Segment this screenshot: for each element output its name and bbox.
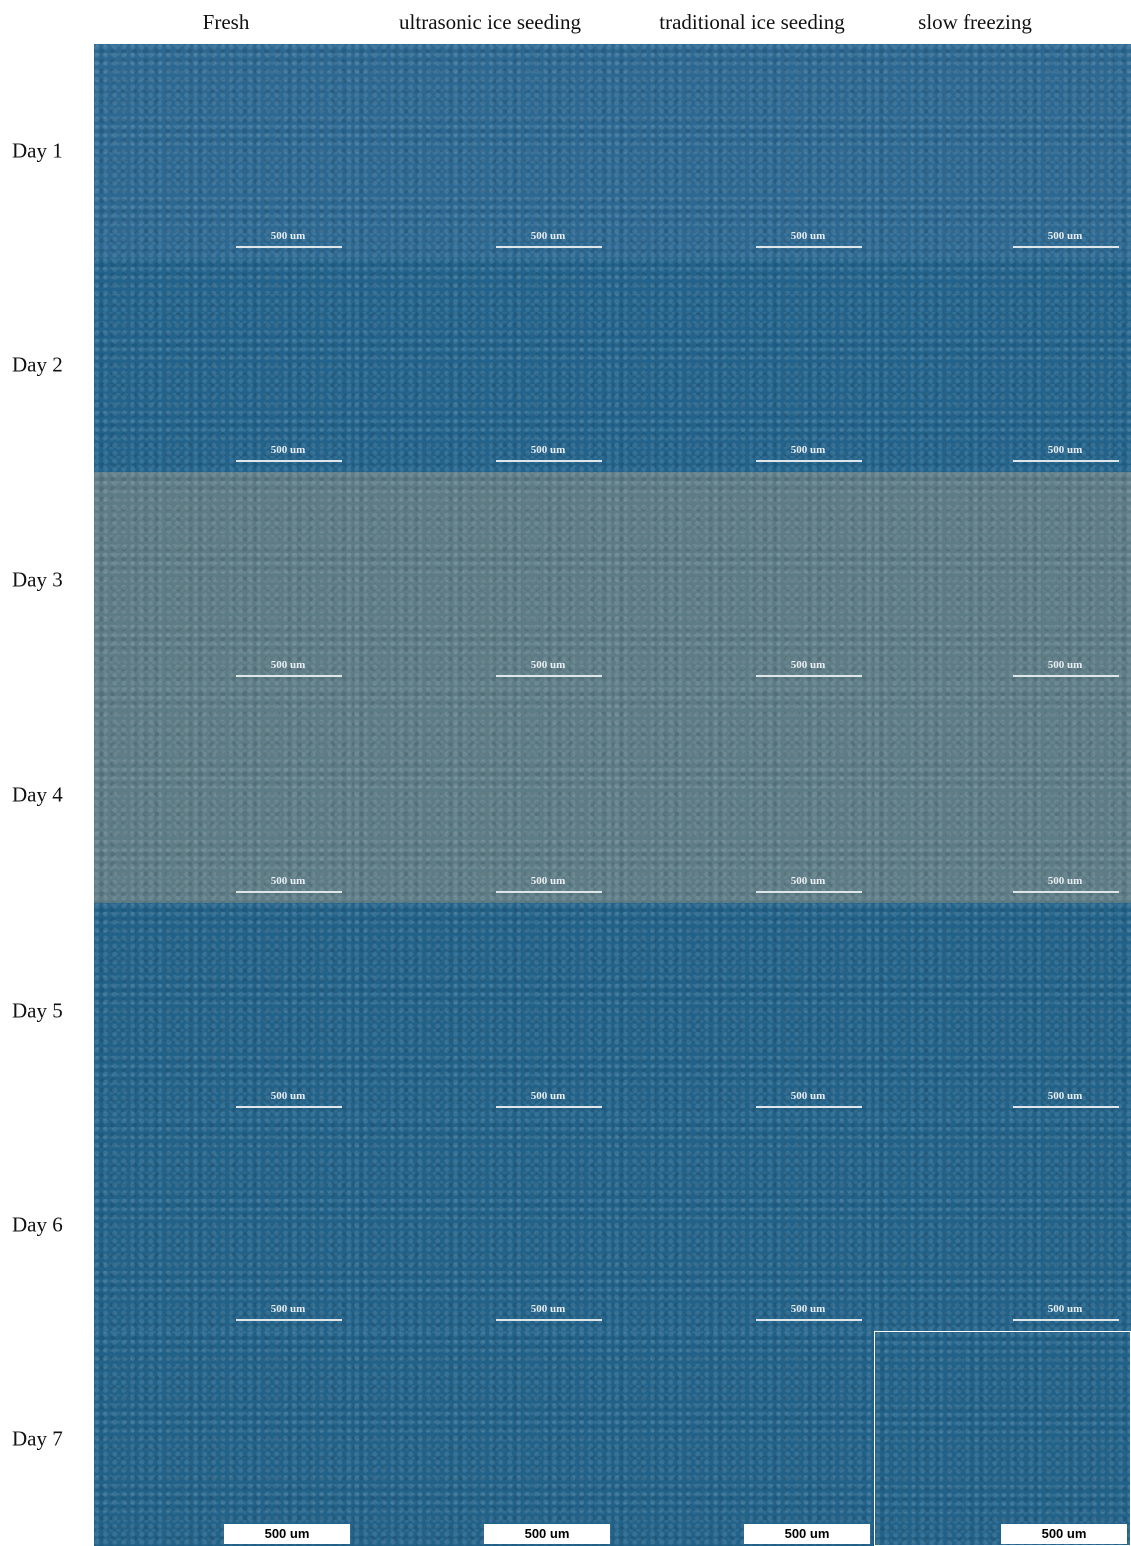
row-header: Day 2 [12,353,63,378]
micrograph [874,903,1131,1118]
scale-bar [756,460,862,462]
column-header: ultrasonic ice seeding [399,10,581,35]
micrograph [614,1331,874,1546]
scale-bar-label: 500 um [271,1090,306,1102]
scale-bar [756,1319,862,1321]
column-header: slow freezing [918,10,1032,35]
micrograph [354,903,614,1118]
scale-bar [236,1106,342,1108]
row-header: Day 7 [12,1426,63,1451]
micrograph [94,44,354,258]
micrograph [354,1331,614,1546]
scale-bar-label: 500 um [791,1303,826,1315]
scale-bar-label: 500 um [791,659,826,671]
row-header: Day 1 [12,139,63,164]
scale-bar [756,246,862,248]
row-header: Day 6 [12,1212,63,1237]
micrograph [614,1118,874,1331]
column-header: Fresh [203,10,250,35]
micrograph [614,903,874,1118]
scale-bar [496,1106,602,1108]
scale-bar-label: 500 um [271,1303,306,1315]
scale-bar [236,675,342,677]
scale-bar [236,1319,342,1321]
scale-bar-label: 500 um [1048,444,1083,456]
micrograph [874,258,1131,472]
scale-bar-label: 500 um [531,875,566,887]
scale-bar [1013,1319,1119,1321]
scale-bar [236,246,342,248]
micrograph [614,687,874,903]
micrograph [94,903,354,1118]
micrograph [94,1118,354,1331]
micrograph [94,258,354,472]
row-header: Day 3 [12,567,63,592]
scale-bar [496,891,602,893]
scale-bar-label: 500 um [271,230,306,242]
scale-bar-label: 500 um [1048,1303,1083,1315]
scale-bar-label: 500 um [791,1090,826,1102]
scale-bar-label: 500 um [791,230,826,242]
micrograph [614,472,874,687]
micrograph [94,687,354,903]
scale-bar-label: 500 um [1048,659,1083,671]
scale-bar [1013,460,1119,462]
scale-bar-label: 500 um [224,1524,350,1544]
scale-bar-label: 500 um [1048,1090,1083,1102]
scale-bar-label: 500 um [531,444,566,456]
micrograph [614,44,874,258]
scale-bar-label: 500 um [271,875,306,887]
scale-bar-label: 500 um [531,1303,566,1315]
scale-bar [1013,675,1119,677]
scale-bar-label: 500 um [744,1524,870,1544]
micrograph [874,472,1131,687]
micrograph [874,1331,1131,1546]
scale-bar-label: 500 um [1048,875,1083,887]
micrograph [874,687,1131,903]
row-header: Day 4 [12,783,63,808]
scale-bar-label: 500 um [531,230,566,242]
scale-bar-label: 500 um [791,875,826,887]
scale-bar [496,246,602,248]
scale-bar-label: 500 um [531,659,566,671]
scale-bar [236,891,342,893]
scale-bar [1013,1106,1119,1108]
scale-bar [1013,246,1119,248]
scale-bar [756,1106,862,1108]
column-header: traditional ice seeding [659,10,844,35]
scale-bar [756,675,862,677]
micrograph [354,472,614,687]
scale-bar-label: 500 um [791,444,826,456]
scale-bar [756,891,862,893]
micrograph [354,258,614,472]
micrograph [354,687,614,903]
scale-bar-label: 500 um [531,1090,566,1102]
scale-bar-label: 500 um [271,659,306,671]
micrograph [354,44,614,258]
scale-bar [496,675,602,677]
micrograph [614,258,874,472]
scale-bar-label: 500 um [484,1524,610,1544]
scale-bar [496,460,602,462]
micrograph [354,1118,614,1331]
scale-bar [496,1319,602,1321]
scale-bar [236,460,342,462]
micrograph [874,1118,1131,1331]
scale-bar [1013,891,1119,893]
micrograph [94,472,354,687]
row-header: Day 5 [12,998,63,1023]
micrograph [874,44,1131,258]
scale-bar-label: 500 um [1001,1524,1127,1544]
scale-bar-label: 500 um [271,444,306,456]
scale-bar-label: 500 um [1048,230,1083,242]
figure: Fresh ultrasonic ice seeding traditional i… [0,0,1131,1546]
micrograph [94,1331,354,1546]
